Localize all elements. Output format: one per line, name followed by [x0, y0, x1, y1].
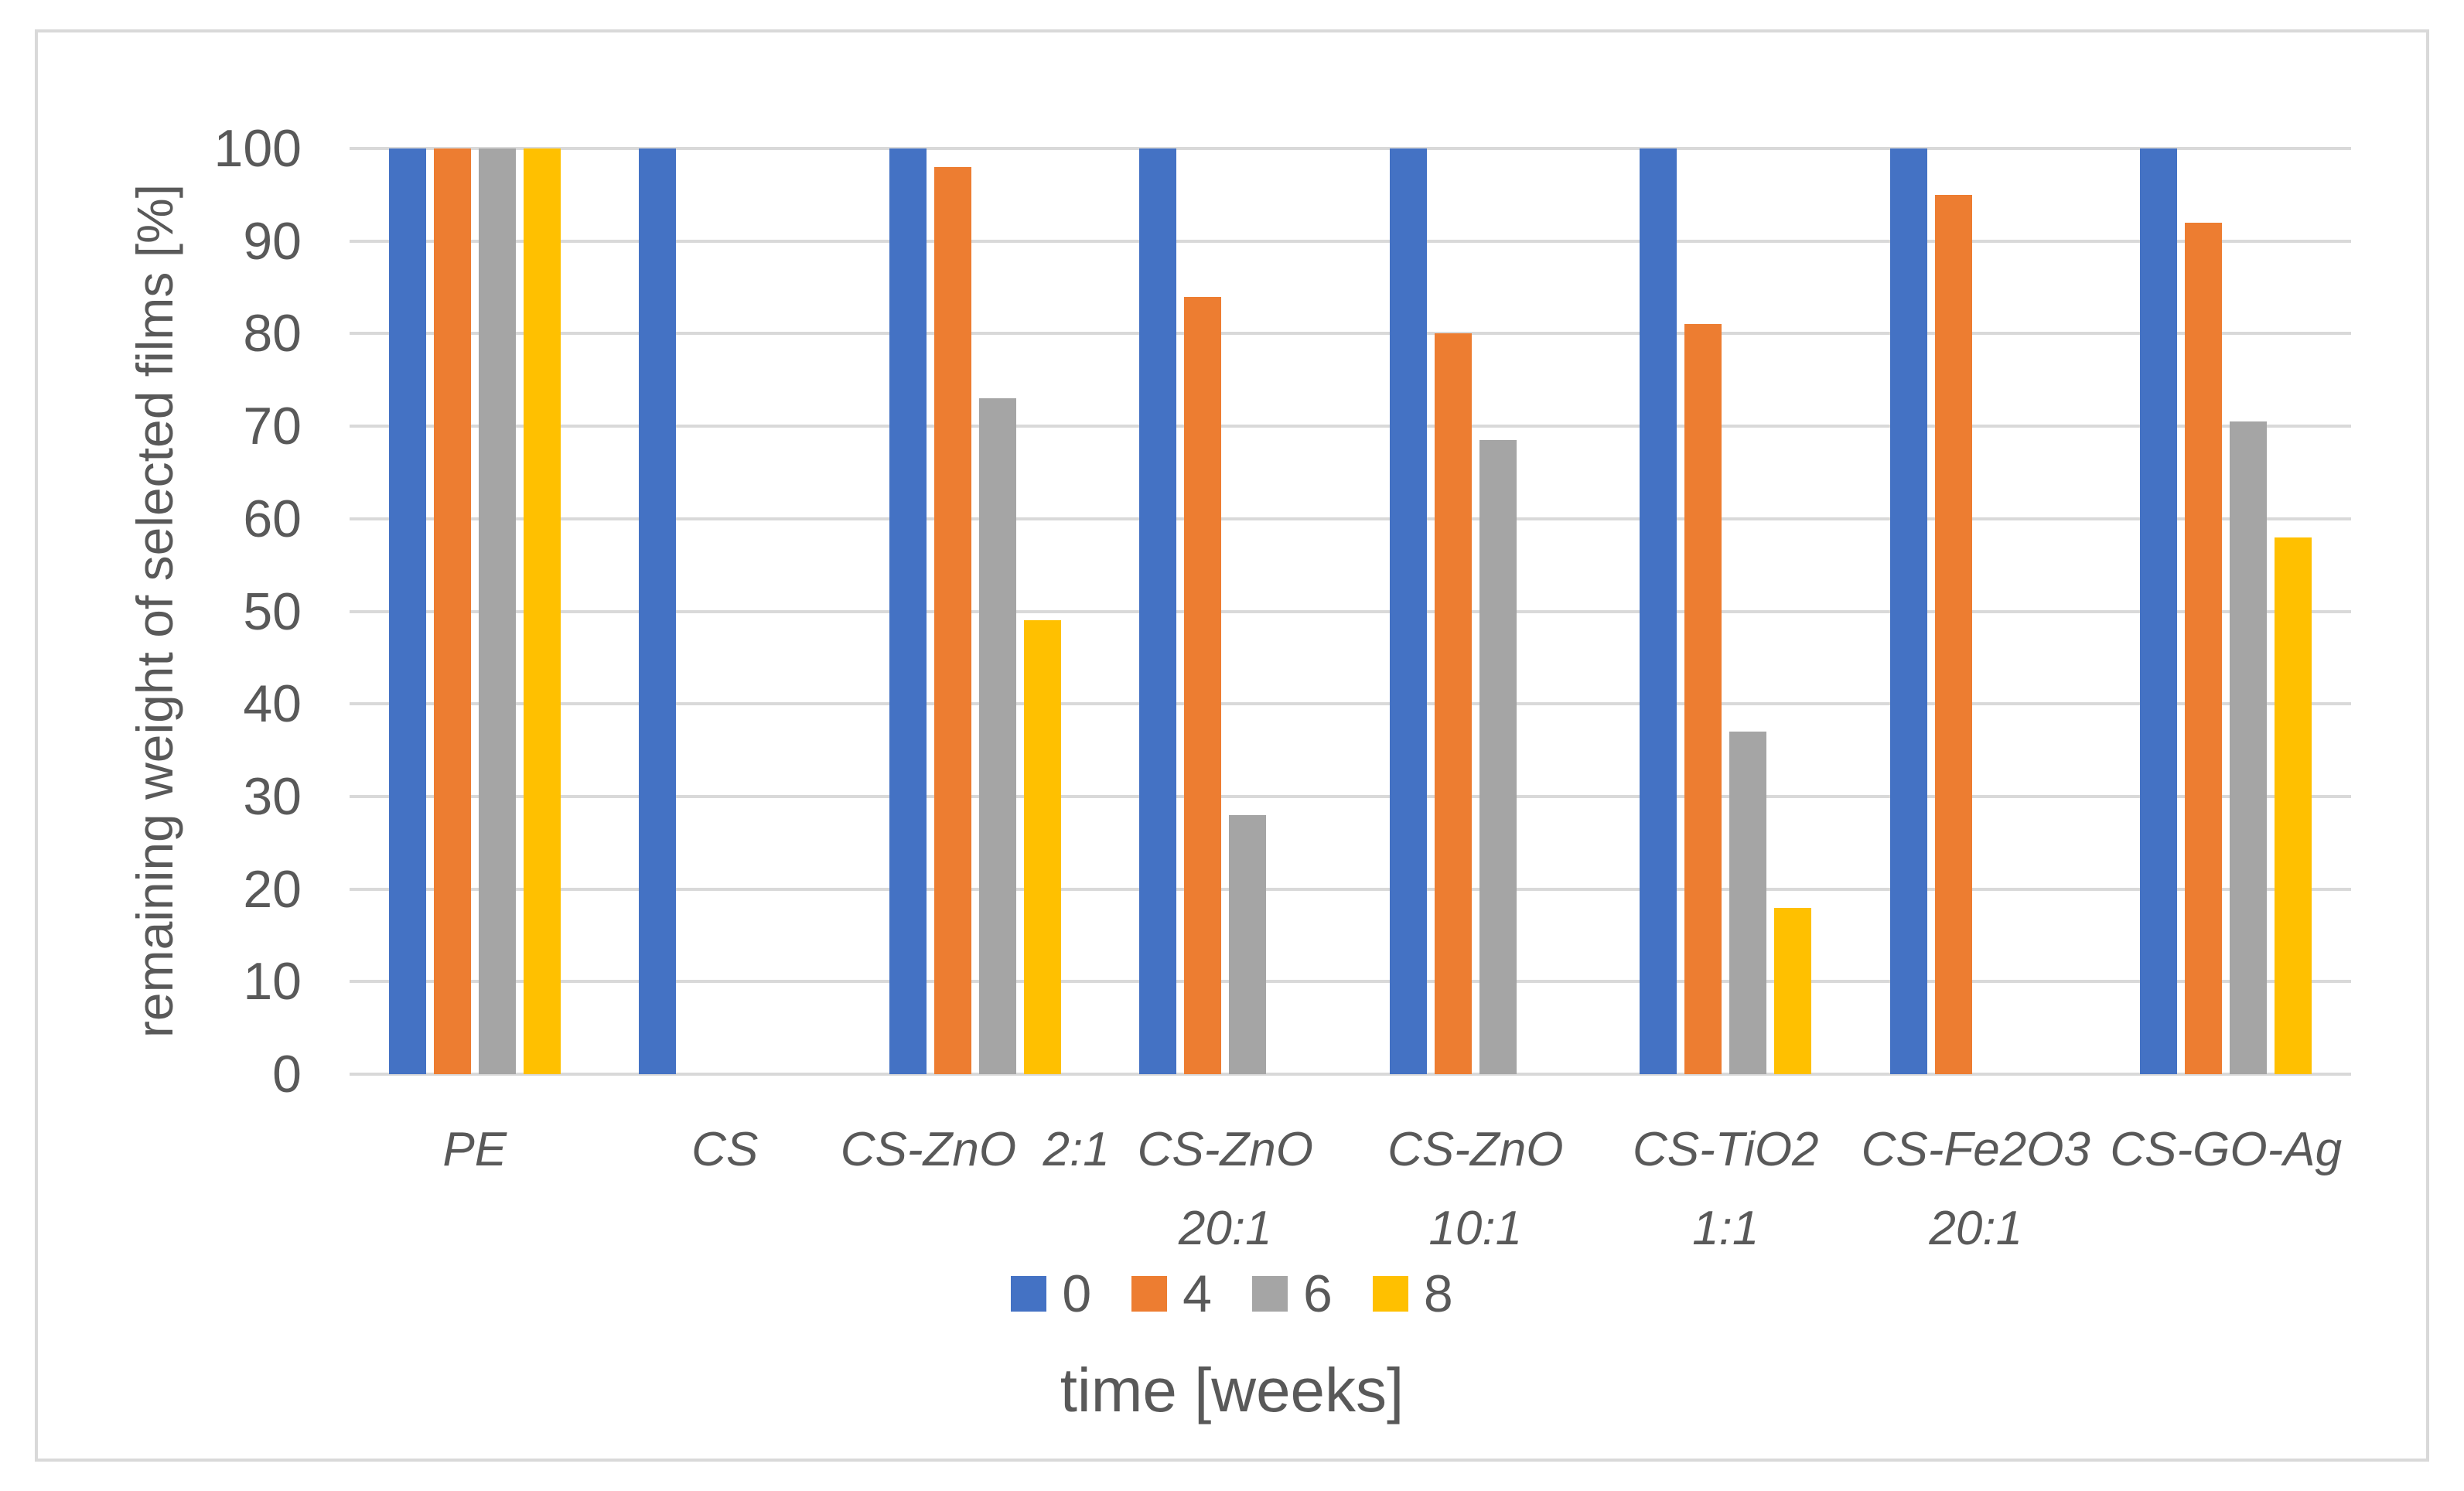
- category-label: CS-ZnO: [1387, 1123, 1564, 1176]
- category-label: PE: [442, 1123, 507, 1176]
- category-label: 20:1: [1929, 1202, 2023, 1255]
- bar-CS-GO-Ag-week6: [2230, 421, 2268, 1074]
- category-label: CS-GO-Ag: [2110, 1123, 2343, 1176]
- bar-CS-Fe2O3 20:1-week0: [1889, 148, 1927, 1074]
- bar-PE-week4: [433, 148, 471, 1074]
- bar-CS-ZnO 2:1-week0: [889, 148, 927, 1074]
- x-axis-title: time [weeks]: [1060, 1356, 1404, 1424]
- category-label: CS-ZnO: [1137, 1123, 1313, 1176]
- y-tick-label: 80: [243, 304, 302, 363]
- legend-swatch: [1252, 1276, 1288, 1312]
- gridline: [350, 332, 2351, 336]
- bar-CS-TiO2 1:1-week8: [1774, 907, 1812, 1074]
- gridline: [350, 609, 2351, 613]
- legend-label: 6: [1303, 1264, 1333, 1323]
- bar-CS-ZnO 20:1-week0: [1139, 148, 1177, 1074]
- legend-label: 4: [1183, 1264, 1212, 1323]
- category-label: 10:1: [1428, 1202, 1523, 1255]
- bar-CS-ZnO 10:1-week4: [1434, 333, 1472, 1074]
- bar-CS-ZnO 20:1-week6: [1229, 814, 1267, 1074]
- y-tick-label: 30: [243, 766, 302, 826]
- legend-label: 8: [1423, 1264, 1453, 1323]
- legend-item: 6: [1252, 1267, 1333, 1321]
- legend-swatch: [1372, 1276, 1408, 1312]
- category-label: CS-Fe2O3: [1861, 1123, 2090, 1176]
- y-tick-label: 40: [243, 674, 302, 734]
- category-label: CS: [691, 1123, 759, 1176]
- y-tick-label: 50: [243, 582, 302, 641]
- gridline: [350, 980, 2351, 984]
- category-label: CS-ZnO 2:1: [840, 1123, 1110, 1176]
- bar-CS-TiO2 1:1-week0: [1640, 148, 1677, 1074]
- y-tick-label: 70: [243, 397, 302, 456]
- y-axis-title: remaining weight of selected films [%]: [126, 183, 183, 1039]
- bar-PE-week6: [478, 148, 516, 1074]
- gridline: [350, 1073, 2351, 1076]
- bar-CS-ZnO 10:1-week6: [1479, 440, 1517, 1074]
- gridline: [350, 517, 2351, 520]
- bar-CS-ZnO 10:1-week0: [1389, 148, 1427, 1074]
- y-tick-label: 20: [243, 859, 302, 919]
- bar-CS-GO-Ag-week0: [2140, 148, 2178, 1074]
- bar-CS-ZnO 2:1-week4: [933, 166, 971, 1074]
- legend-item: 0: [1011, 1267, 1091, 1321]
- category-label: 20:1: [1178, 1202, 1272, 1255]
- legend-item: 8: [1372, 1264, 1453, 1323]
- category-label: CS-TiO2: [1632, 1123, 1819, 1176]
- legend: 0 4 6 8: [0, 1267, 2464, 1321]
- category-label: 1:1: [1692, 1202, 1759, 1255]
- bar-CS-TiO2 1:1-week6: [1729, 732, 1767, 1074]
- gridline: [350, 702, 2351, 706]
- y-tick-label: 90: [243, 211, 302, 271]
- legend-item: 4: [1131, 1267, 1212, 1321]
- bar-CS-ZnO 2:1-week8: [1023, 620, 1061, 1074]
- gridline: [350, 239, 2351, 243]
- y-tick-label: 60: [243, 489, 302, 548]
- bar-CS-TiO2 1:1-week4: [1684, 324, 1722, 1074]
- gridline: [350, 425, 2351, 428]
- y-tick-label: 10: [243, 952, 302, 1012]
- y-tick-label: 100: [213, 119, 302, 178]
- bar-CS-week0: [639, 148, 677, 1074]
- gridline: [350, 887, 2351, 891]
- gridline: [350, 147, 2351, 150]
- bar-CS-ZnO 2:1-week6: [978, 398, 1016, 1074]
- legend-swatch: [1131, 1276, 1168, 1312]
- bar-CS-GO-Ag-week4: [2185, 222, 2223, 1074]
- bar-CS-GO-Ag-week8: [2275, 537, 2312, 1074]
- bar-CS-ZnO 20:1-week4: [1184, 296, 1222, 1074]
- legend-label: 0: [1062, 1264, 1092, 1323]
- legend-swatch: [1011, 1276, 1047, 1312]
- gridline: [350, 794, 2351, 798]
- bar-CS-Fe2O3 20:1-week4: [1934, 194, 1972, 1074]
- bar-PE-week0: [388, 148, 426, 1074]
- y-tick-label: 0: [272, 1045, 302, 1104]
- bar-PE-week8: [523, 148, 561, 1074]
